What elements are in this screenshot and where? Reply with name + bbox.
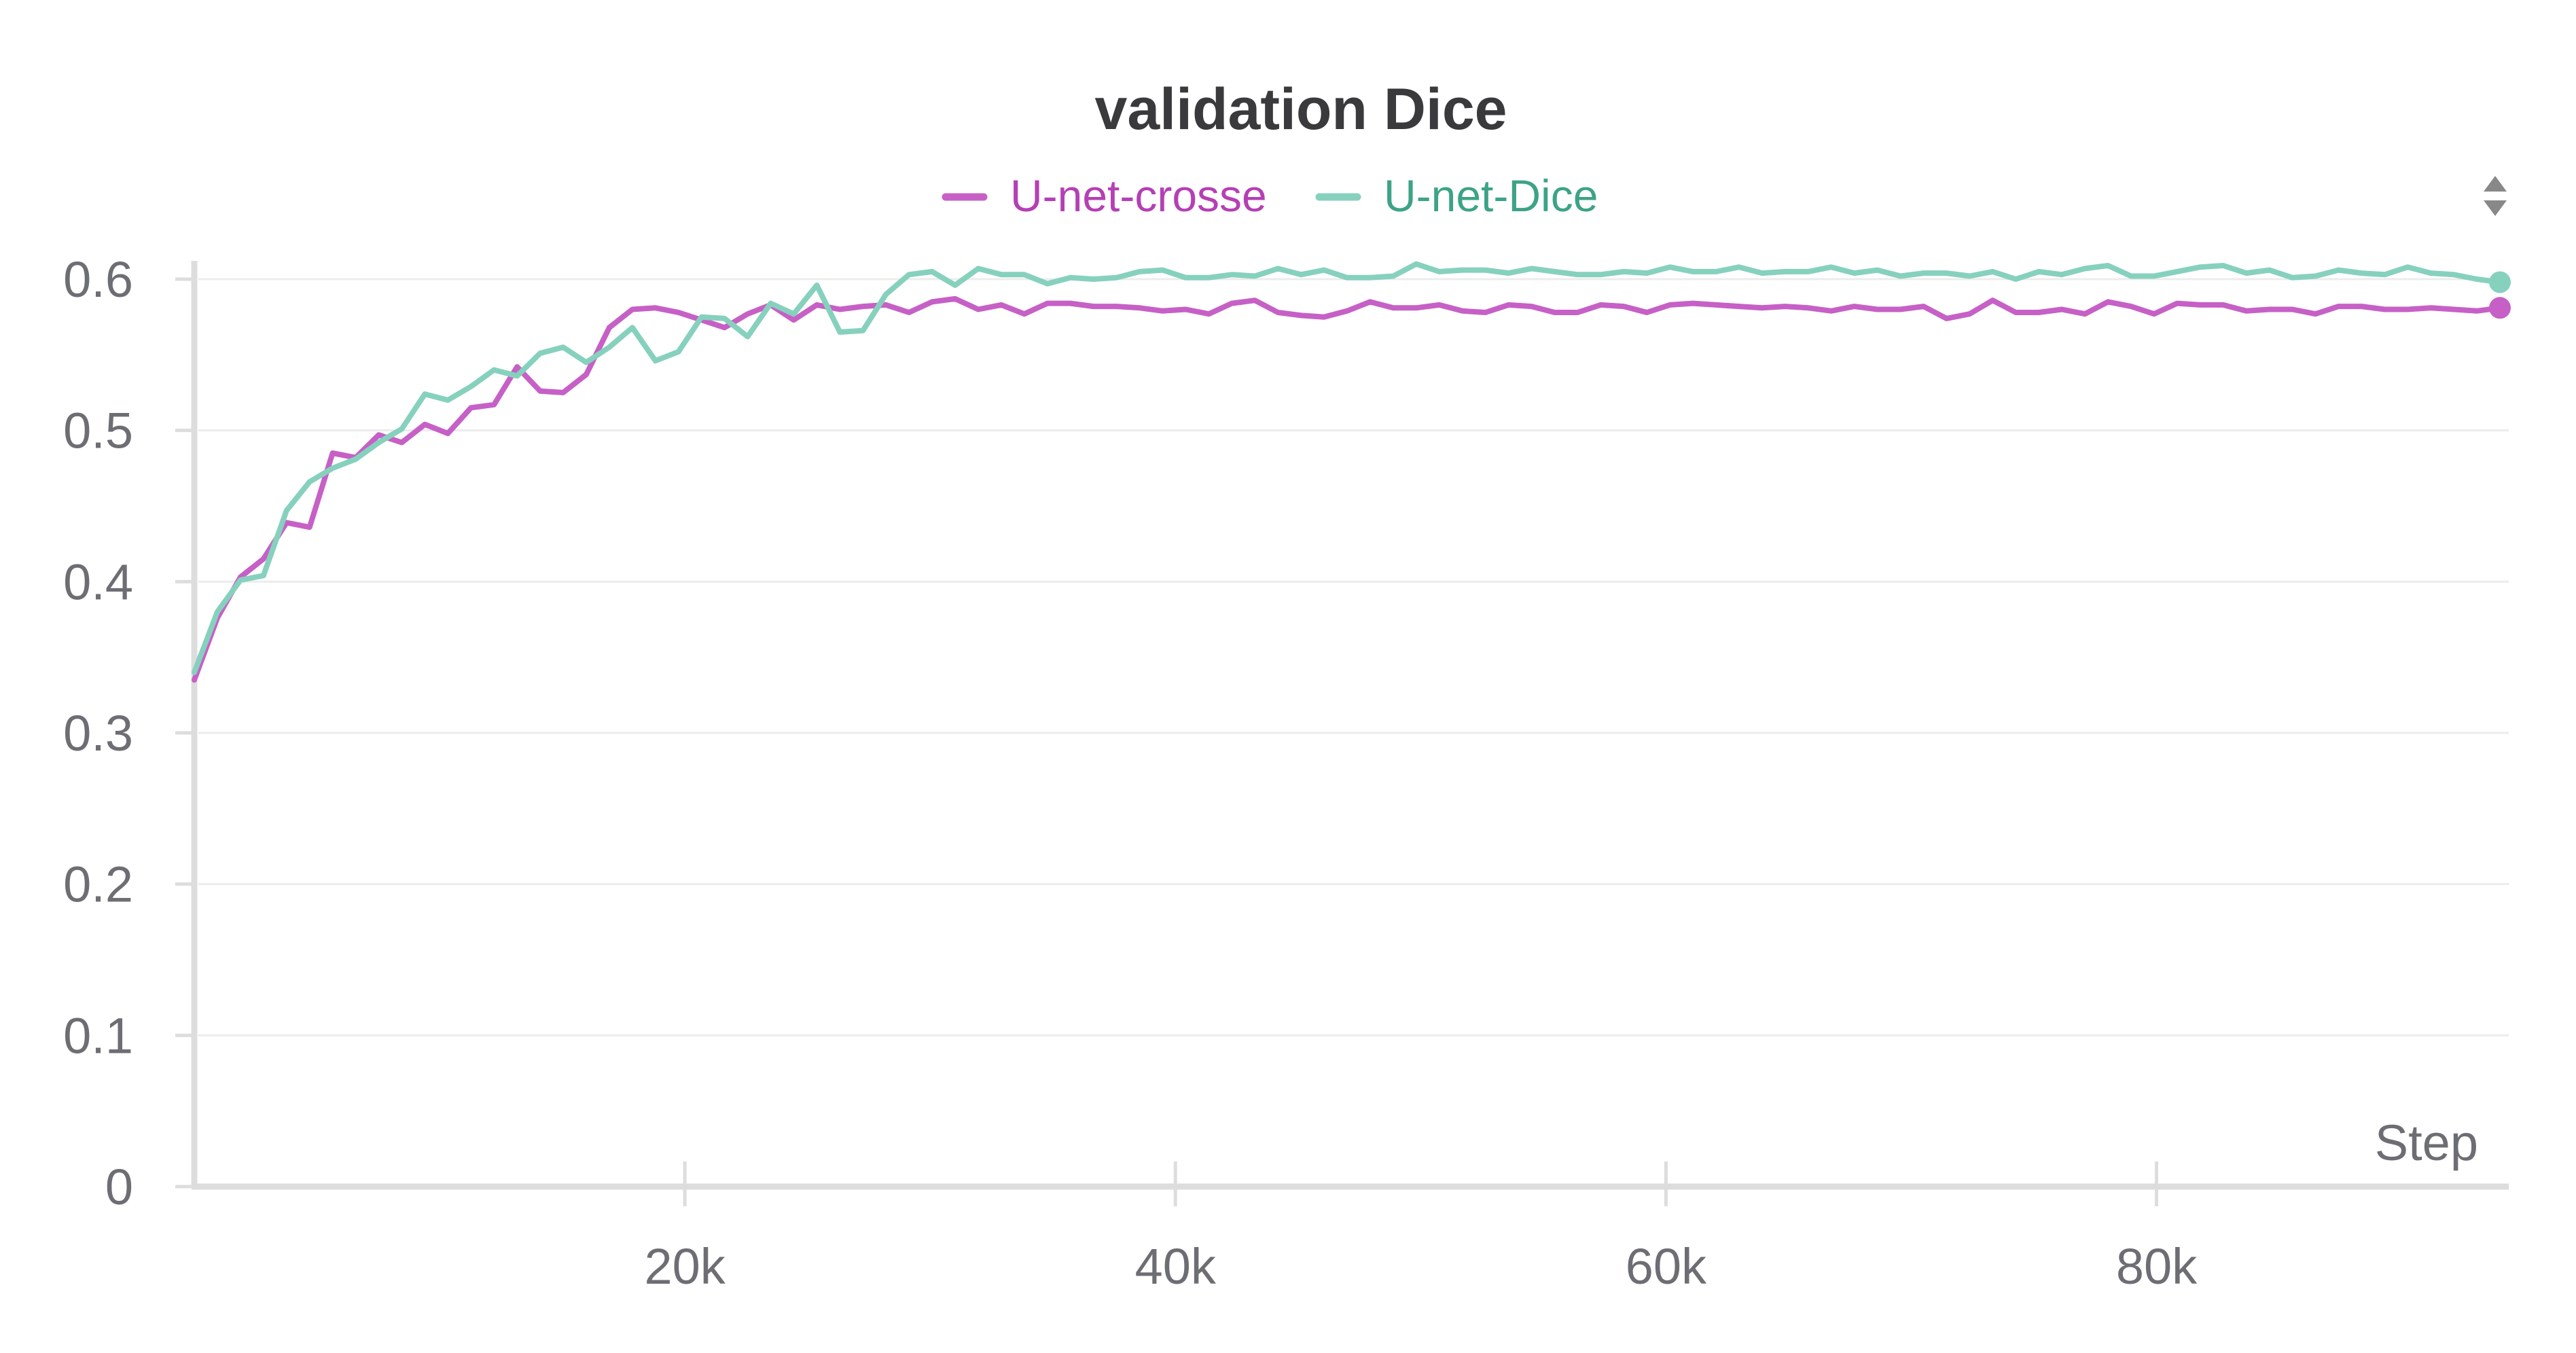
series-endpoint-u-net-crosse — [2489, 297, 2511, 319]
x-tick-label: 60k — [1626, 1238, 1707, 1295]
y-axis-ticks: 0 0.1 0.2 0.3 0.4 0.5 0.6 — [63, 251, 194, 1215]
x-tick-label: 20k — [644, 1238, 726, 1295]
y-tick-label: 0.3 — [63, 705, 133, 761]
series-line-u-net-crosse — [192, 295, 2503, 683]
y-tick-label: 0.2 — [63, 856, 133, 913]
y-tick-label: 0.5 — [63, 403, 133, 459]
sort-up-down-icon[interactable] — [2471, 170, 2519, 223]
series-line-u-net-dice — [192, 261, 2503, 675]
x-axis-label: Step — [2375, 1115, 2478, 1171]
legend-label-u-net-dice: U-net-Dice — [1384, 170, 1598, 221]
legend: U-net-crosse U-net-Dice — [942, 170, 1598, 221]
series-endpoint-u-net-dice — [2489, 271, 2511, 293]
y-tick-label: 0 — [105, 1159, 133, 1215]
y-tick-label: 0.6 — [63, 251, 133, 308]
x-axis-ticks: 20k 40k 60k 80k — [644, 1161, 2198, 1295]
legend-item-u-net-dice[interactable]: U-net-Dice — [1315, 170, 1598, 221]
x-tick-label: 40k — [1135, 1238, 1217, 1295]
axes — [191, 261, 2509, 1190]
series-endpoints — [2489, 271, 2511, 319]
legend-item-u-net-crosse[interactable]: U-net-crosse — [942, 170, 1267, 221]
legend-label-u-net-crosse: U-net-crosse — [1010, 170, 1267, 221]
chart-title: validation Dice — [1095, 77, 1507, 142]
y-tick-label: 0.1 — [63, 1007, 133, 1064]
series-lines — [192, 261, 2503, 683]
x-tick-label: 80k — [2116, 1238, 2198, 1295]
y-tick-label: 0.4 — [63, 554, 133, 610]
